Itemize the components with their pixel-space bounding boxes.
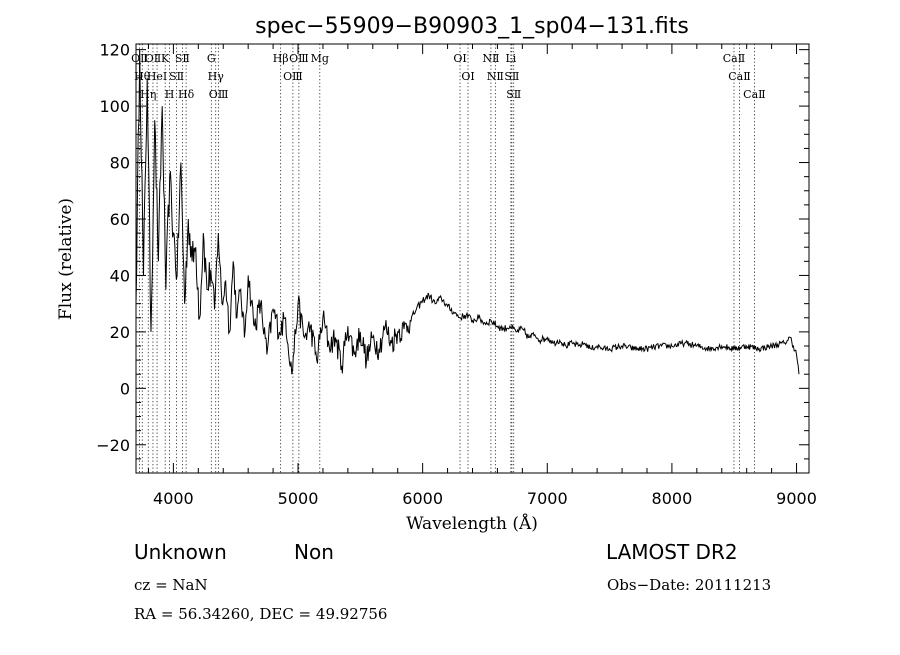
spectral-line-label: G <box>207 52 216 65</box>
chart-title: spec−55909−B90903_1_sp04−131.fits <box>255 14 689 39</box>
spectral-line-label: H <box>165 88 175 101</box>
spectral-line-label: Hθ <box>134 70 151 83</box>
spectral-line-label: SⅡ <box>504 70 519 83</box>
y-axis-label: Flux (relative) <box>56 198 76 320</box>
spectral-line-label: SⅡ <box>506 88 521 101</box>
y-tick-label: 0 <box>120 379 130 398</box>
spectral-line-label: Hη <box>140 88 156 101</box>
spectral-line-label: HeⅠ <box>147 70 167 83</box>
plot-frame <box>135 43 810 474</box>
classification-text: Unknown <box>134 540 227 564</box>
spectral-line-label: K <box>161 52 170 65</box>
x-tick-label: 9000 <box>776 489 817 508</box>
spectral-line-label: Hγ <box>208 70 225 83</box>
y-tick-label: 100 <box>99 97 130 116</box>
spectral-line-label: OⅢ <box>283 70 303 83</box>
x-tick-label: 6000 <box>402 489 443 508</box>
y-tick-label: 40 <box>110 266 130 285</box>
spectral-line-label: Mg <box>311 52 329 65</box>
spectral-line-label: Hδ <box>178 88 195 101</box>
x-tick-label: 5000 <box>278 489 319 508</box>
obs-date-text: Obs−Date: 20111213 <box>607 576 771 594</box>
spectral-line-label: OⅠ <box>453 52 466 65</box>
coordinates-text: RA = 56.34260, DEC = 49.92756 <box>134 605 387 623</box>
spectral-line-label: OⅢ <box>209 88 229 101</box>
y-tick-label: 20 <box>110 323 130 342</box>
x-tick-label: 8000 <box>652 489 693 508</box>
y-tick-label: 80 <box>110 154 130 173</box>
y-tick-label: −20 <box>96 436 130 455</box>
spectrum-line <box>135 49 800 375</box>
spectral-line-label: Hβ <box>273 52 289 65</box>
spectral-line-label: OⅠ <box>461 70 474 83</box>
subclass-text: Non <box>294 540 334 564</box>
redshift-text: cz = NaN <box>134 576 208 594</box>
spectral-line-label: SⅡ <box>169 70 184 83</box>
spectral-line-label: SⅡ <box>175 52 190 65</box>
spectral-line-label: CaⅡ <box>723 52 745 65</box>
spectral-line-label: OⅡ <box>145 52 162 65</box>
y-tick-label: 120 <box>99 41 130 60</box>
spectrum-layer <box>135 49 800 375</box>
axes: 4000 5000 6000 7000 8000 9000 −20 0 20 40 60 80 100 1… <box>96 41 817 508</box>
y-tick-label: 60 <box>110 210 130 229</box>
x-tick-label: 4000 <box>153 489 194 508</box>
spectral-line-label: NⅡ <box>487 70 504 83</box>
spectral-line-label: NⅡ <box>482 52 499 65</box>
spectral-line-label: CaⅡ <box>743 88 765 101</box>
x-tick-label: 7000 <box>527 489 568 508</box>
spectral-line-label: OⅢ <box>289 52 309 65</box>
spectral-line-label: CaⅡ <box>728 70 750 83</box>
x-axis-label: Wavelength (Å) <box>406 513 538 534</box>
survey-label: LAMOST DR2 <box>606 540 738 564</box>
spectral-line-label: Li <box>505 52 516 65</box>
